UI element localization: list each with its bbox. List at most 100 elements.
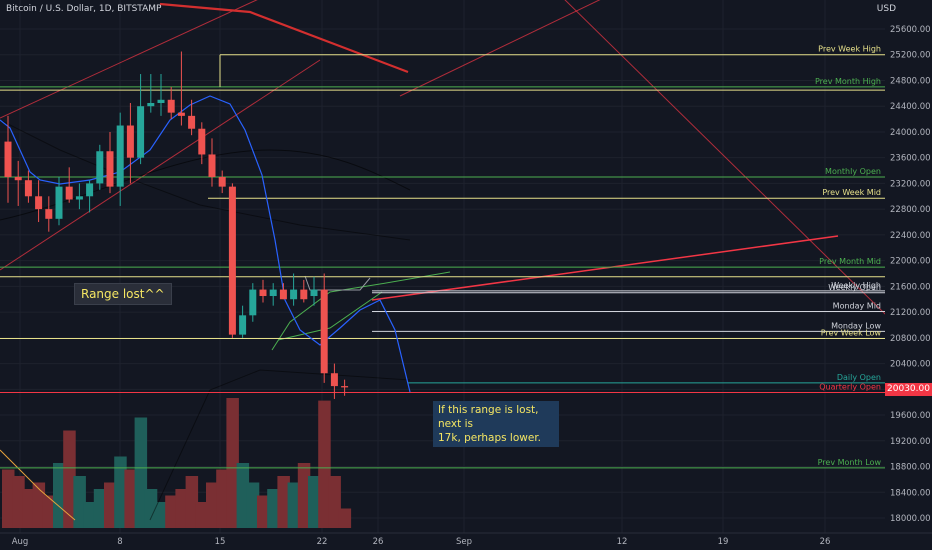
volume-bar <box>83 502 97 528</box>
volume-bar <box>287 482 301 528</box>
time-tick-label: 26 <box>820 537 831 547</box>
price-tick-label: 22800.00 <box>890 205 931 215</box>
volume-bar <box>114 456 127 528</box>
candle-body <box>177 112 185 116</box>
trendline-descending <box>564 0 932 361</box>
candle-body <box>45 209 53 219</box>
candle-body <box>65 186 73 200</box>
price-tick-label: 20400.00 <box>890 360 931 370</box>
price-tick-label: 24000.00 <box>890 128 931 138</box>
currency-label: USD <box>876 4 896 14</box>
trendline-red-rising <box>371 235 839 301</box>
price-tick-label: 25600.00 <box>890 25 931 35</box>
time-tick-label: 8 <box>117 537 122 547</box>
volume-bar <box>257 495 270 528</box>
candle-body <box>239 315 247 335</box>
level-label: Prev Week Mid <box>822 188 881 197</box>
volume-bar <box>165 495 178 528</box>
volume-bar <box>63 430 76 528</box>
level-label: Prev Month Low <box>818 458 882 467</box>
candle-body <box>208 154 216 177</box>
level-label: Prev Week High <box>818 45 881 54</box>
level-label: Daily Open <box>837 373 881 382</box>
outlook-note-line1: If this range is lost, next is <box>438 404 539 430</box>
price-tick-label: 18400.00 <box>890 488 931 498</box>
volume-bar <box>144 489 158 528</box>
volume-bar <box>104 482 117 528</box>
trendline-channel-lower <box>0 59 321 271</box>
candle-body <box>86 183 94 197</box>
level-label: Quarterly Open <box>819 383 881 392</box>
candle-body <box>116 125 124 187</box>
volume-ma-orange <box>0 449 76 521</box>
time-tick-label: Aug <box>12 537 29 547</box>
candle-body <box>300 289 308 300</box>
price-tick-label: 22000.00 <box>890 257 931 267</box>
candle-body <box>249 289 257 316</box>
price-tick-label: 23600.00 <box>890 154 931 164</box>
volume-bar <box>155 502 168 528</box>
candle-body <box>55 186 63 219</box>
symbol-title: Bitcoin / U.S. Dollar, 1D, BITSTAMP <box>6 4 162 14</box>
candle-body <box>330 373 338 387</box>
current-price-tag: 20030.00 <box>885 383 932 396</box>
moving-average-red <box>159 2 409 74</box>
volume-bar <box>226 398 239 528</box>
candle-body <box>341 386 349 388</box>
volume-bar <box>206 482 219 528</box>
moving-average-dark-2 <box>0 119 411 241</box>
volume-bar <box>134 417 148 528</box>
price-tick-label: 18000.00 <box>890 514 931 524</box>
candle-body <box>198 128 206 155</box>
candle-body <box>126 125 134 158</box>
pennant-grey <box>304 275 371 291</box>
range-lost-note[interactable]: Range lost^^ <box>74 283 172 305</box>
level-label: Prev Week Low <box>821 328 882 337</box>
candle-body <box>147 102 155 107</box>
price-tick-label: 25200.00 <box>890 51 931 61</box>
volume-bar <box>195 502 209 528</box>
volume-bar <box>328 476 341 528</box>
price-tick-label: 21600.00 <box>890 282 931 292</box>
level-label: Monday Mid <box>833 301 881 310</box>
price-tick-label: 20800.00 <box>890 334 931 344</box>
level-label: Monday Low <box>831 321 881 330</box>
level-label: Monthly Open <box>825 167 881 176</box>
level-label: Prev Month Mid <box>819 257 881 266</box>
level-label: Prev Month High <box>815 77 881 86</box>
candle-body <box>218 176 226 187</box>
outlook-note[interactable]: If this range is lost, next is 17k, perh… <box>433 401 559 447</box>
price-tick-label: 23200.00 <box>890 179 931 189</box>
candle-body <box>259 289 267 297</box>
level-label: Weekly High <box>831 281 881 290</box>
volume-bar <box>42 495 56 528</box>
volume-bar <box>277 476 290 528</box>
candle-body <box>4 141 12 177</box>
price-tick-label: 24800.00 <box>890 76 931 86</box>
price-tick-label: 19600.00 <box>890 411 931 421</box>
level-label: Weekly Open <box>828 283 881 292</box>
price-tick-label: 22400.00 <box>890 231 931 241</box>
volume-bar <box>12 476 25 528</box>
pennant-lower-green <box>277 291 383 341</box>
volume-bar <box>318 400 331 528</box>
price-tick-label: 19200.00 <box>890 437 931 447</box>
candle-body <box>279 289 287 300</box>
candle-body <box>24 180 32 197</box>
volume-bar <box>236 463 250 528</box>
time-tick-label: 26 <box>373 537 384 547</box>
volume-bar <box>32 482 46 528</box>
time-tick-label: 22 <box>317 537 328 547</box>
volume-bar <box>308 476 321 528</box>
volume-bar <box>246 482 260 528</box>
volume-bar <box>2 469 15 528</box>
volume-bar <box>338 508 352 528</box>
price-tick-label: 24400.00 <box>890 102 931 112</box>
volume-bar <box>185 476 199 528</box>
volume-bar <box>267 489 280 528</box>
candle-body <box>157 99 165 103</box>
candle-body <box>35 196 43 210</box>
volume-bar <box>124 469 137 528</box>
